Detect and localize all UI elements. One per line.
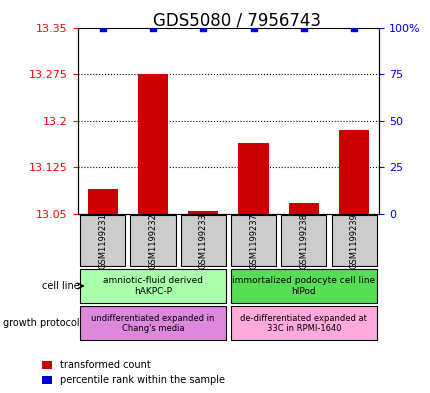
FancyBboxPatch shape: [280, 215, 326, 266]
Text: GSM1199232: GSM1199232: [148, 213, 157, 268]
Point: [300, 24, 307, 31]
Point: [200, 24, 206, 31]
Text: GSM1199231: GSM1199231: [98, 213, 107, 268]
Text: cell line: cell line: [42, 281, 80, 291]
FancyBboxPatch shape: [130, 215, 175, 266]
Text: amniotic-fluid derived
hAKPC-P: amniotic-fluid derived hAKPC-P: [103, 276, 203, 296]
FancyBboxPatch shape: [230, 269, 376, 303]
Point: [249, 24, 256, 31]
FancyBboxPatch shape: [180, 215, 225, 266]
Bar: [288, 203, 318, 214]
Bar: [338, 130, 369, 214]
Text: GDS5080 / 7956743: GDS5080 / 7956743: [153, 12, 320, 30]
Text: undifferentiated expanded in
Chang's media: undifferentiated expanded in Chang's med…: [91, 314, 214, 333]
Text: de-differentiated expanded at
33C in RPMI-1640: de-differentiated expanded at 33C in RPM…: [240, 314, 366, 333]
Point: [350, 24, 357, 31]
Bar: [238, 143, 268, 214]
FancyBboxPatch shape: [80, 215, 125, 266]
Legend: transformed count, percentile rank within the sample: transformed count, percentile rank withi…: [39, 358, 227, 388]
FancyBboxPatch shape: [230, 307, 376, 340]
Point: [99, 24, 106, 31]
Text: GSM1199233: GSM1199233: [198, 213, 207, 269]
FancyBboxPatch shape: [331, 215, 376, 266]
Text: GSM1199238: GSM1199238: [299, 213, 307, 269]
Bar: [188, 211, 218, 214]
Text: growth protocol: growth protocol: [3, 318, 80, 328]
Text: immortalized podocyte cell line
hIPod: immortalized podocyte cell line hIPod: [232, 276, 375, 296]
Bar: [138, 74, 168, 214]
FancyBboxPatch shape: [80, 307, 225, 340]
Bar: [87, 189, 117, 214]
FancyBboxPatch shape: [230, 215, 276, 266]
Text: GSM1199237: GSM1199237: [249, 213, 258, 269]
FancyBboxPatch shape: [80, 269, 225, 303]
Text: GSM1199239: GSM1199239: [349, 213, 358, 268]
Point: [149, 24, 156, 31]
